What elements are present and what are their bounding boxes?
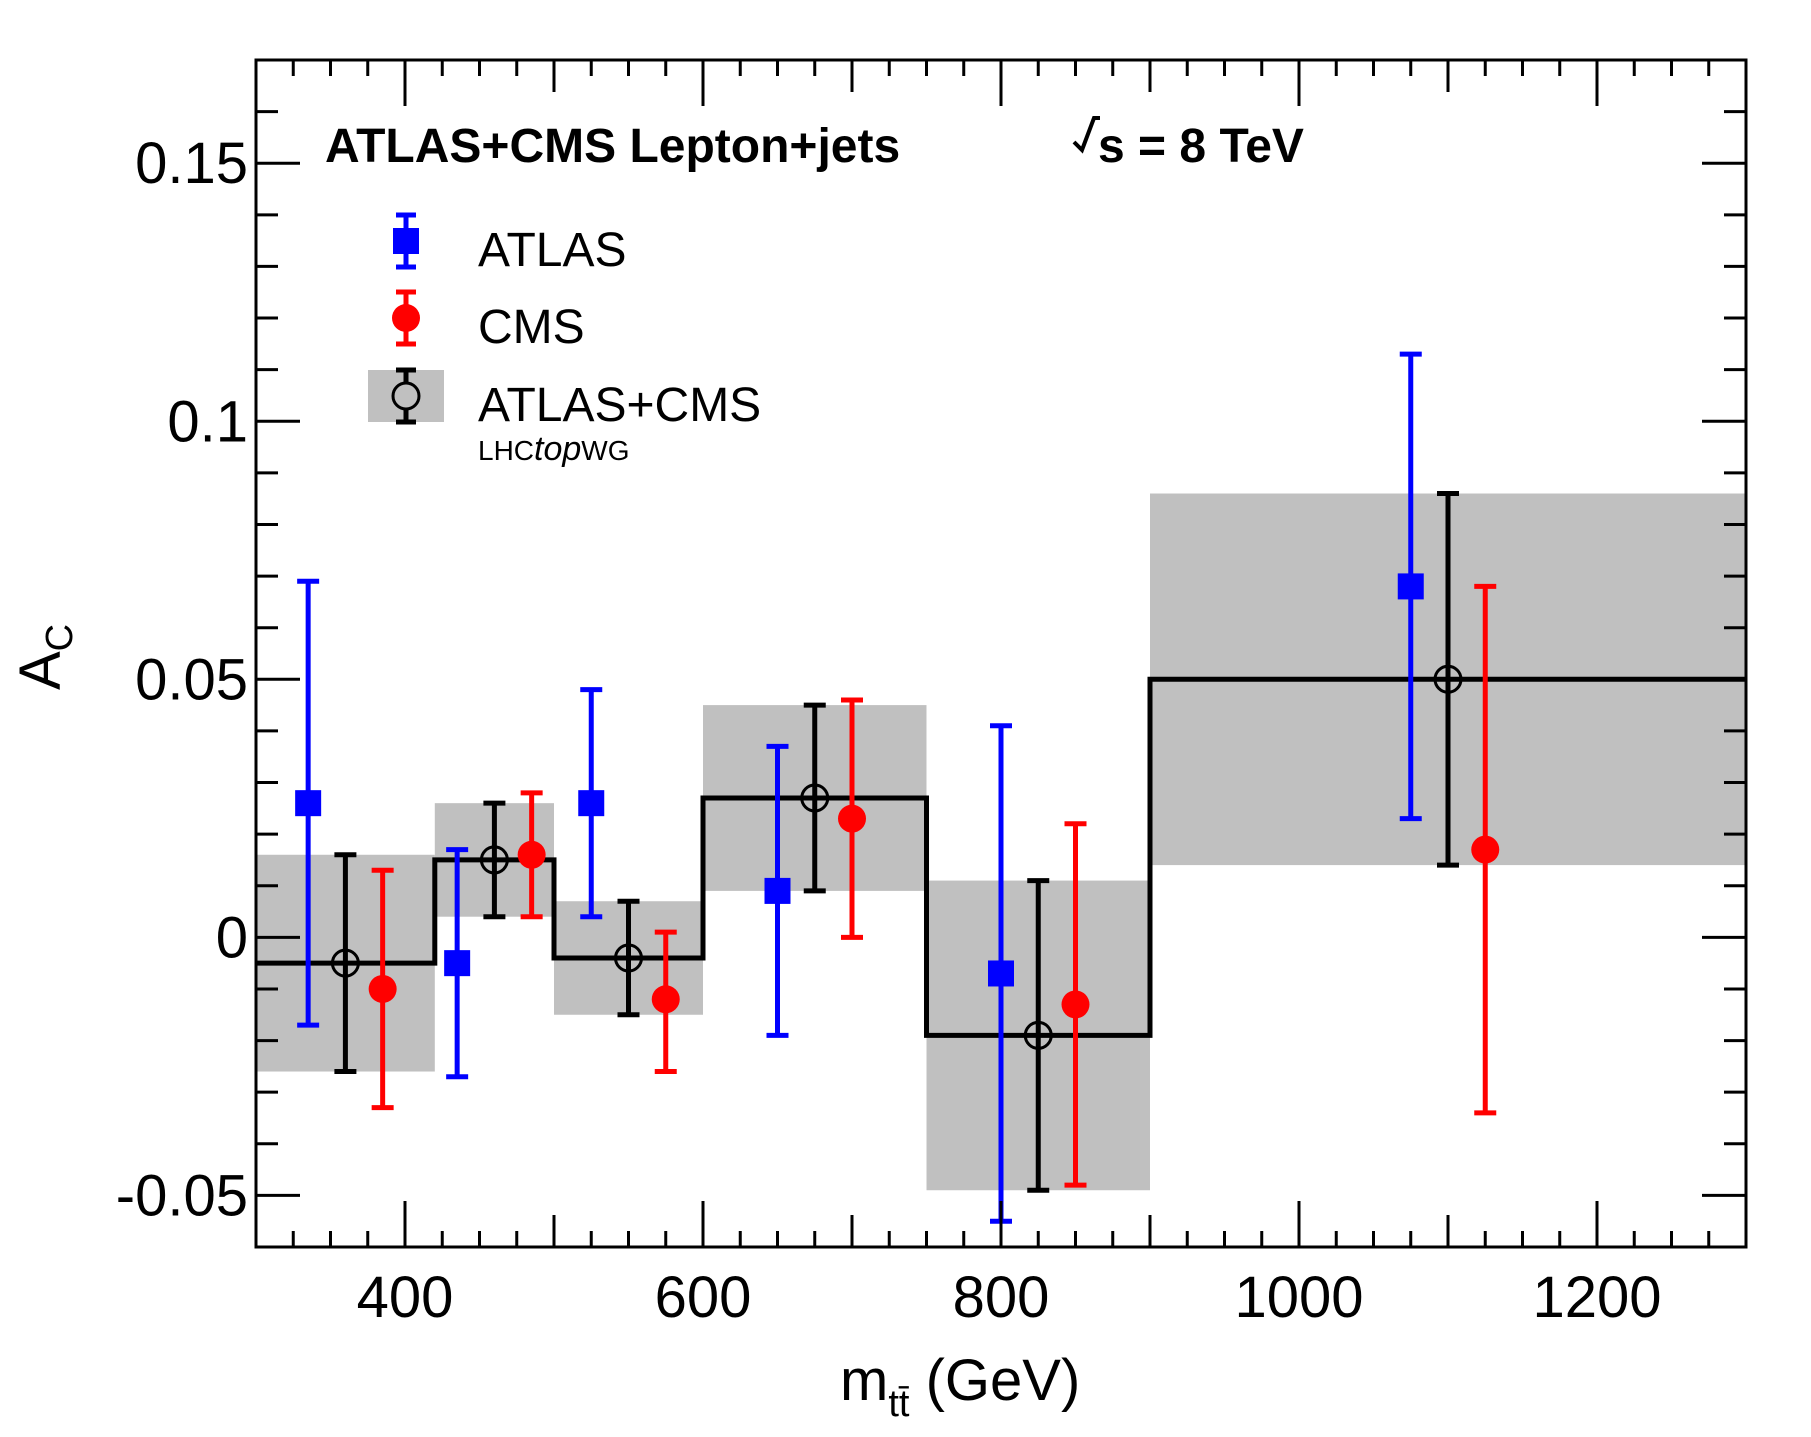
cms-marker-5 <box>1061 990 1090 1019</box>
atlas-marker-1 <box>295 790 322 817</box>
lhctopwg-italic: top <box>534 430 581 468</box>
atlas-marker-3 <box>578 790 605 817</box>
atlas-marker-2 <box>444 950 471 977</box>
legend-label-atlas: ATLAS <box>478 224 627 277</box>
lhctopwg-label: LHCtopWG <box>478 430 630 468</box>
y-axis-title-main: A <box>8 651 73 690</box>
chart-header: ATLAS+CMS Lepton+jets <box>325 120 900 173</box>
atlas-cms-marker-4 <box>800 783 830 813</box>
legend-circle-marker <box>392 304 420 332</box>
y-tick-label--0.05: -0.05 <box>116 1163 248 1228</box>
legend-label-cms: CMS <box>478 301 585 354</box>
legend-label-combined: ATLAS+CMS <box>478 379 761 432</box>
legend: ATLAS CMS ATLAS+CMS LHCtopWG <box>368 212 761 468</box>
atlas-cms-point-4 <box>800 702 830 894</box>
atlas-point-5 <box>988 723 1014 1224</box>
energy-label: s = 8 TeV <box>1072 116 1304 173</box>
x-tick-label-800: 800 <box>953 1265 1050 1330</box>
lhctopwg-suffix: WG <box>581 435 629 466</box>
cms-point-1 <box>368 867 397 1111</box>
x-tick-label-1200: 1200 <box>1532 1265 1661 1330</box>
x-axis-title-sub: tt̄ <box>888 1383 910 1425</box>
cms-point-4 <box>838 697 866 940</box>
combined-step-line <box>256 676 1746 1038</box>
x-tick-label-600: 600 <box>655 1265 752 1330</box>
cms-marker-4 <box>838 804 866 833</box>
y-axis-title: AC <box>8 624 81 690</box>
x-axis-title-main: m <box>840 1348 888 1413</box>
atlas-point-3 <box>578 687 605 920</box>
atlas-cms-marker-5 <box>1023 1020 1053 1050</box>
cms-marker-3 <box>651 985 680 1014</box>
atlas-cms-marker-2 <box>479 845 509 875</box>
legend-entry-combined: ATLAS+CMS LHCtopWG <box>368 367 761 468</box>
x-tick-label-400: 400 <box>357 1265 454 1330</box>
cms-marker-2 <box>517 840 546 869</box>
cms-point-2 <box>517 790 546 920</box>
atlas-cms-point-6 <box>1433 491 1463 868</box>
y-tick-label-0: 0 <box>216 905 248 970</box>
cms-marker-6 <box>1471 835 1500 864</box>
atlas-cms-point-3 <box>614 898 643 1018</box>
cms-point-6 <box>1471 583 1500 1116</box>
atlas-cms-point-2 <box>479 800 509 920</box>
legend-entry-cms: CMS <box>392 289 585 354</box>
experiment-label: ATLAS+CMS Lepton+jets <box>325 120 900 173</box>
atlas-cms-marker-3 <box>614 943 643 973</box>
atlas-point-2 <box>444 847 471 1080</box>
energy-value: = 8 TeV <box>1125 120 1304 173</box>
atlas-marker-5 <box>988 960 1014 987</box>
energy-symbol: s <box>1098 120 1125 173</box>
atlas-point-6 <box>1397 351 1424 822</box>
combined-step-histogram <box>256 676 1746 1038</box>
atlas-marker-6 <box>1397 573 1424 600</box>
atlas-cms-marker-6 <box>1433 664 1463 694</box>
data-points <box>295 351 1500 1224</box>
cms-marker-1 <box>368 974 397 1003</box>
y-tick-label-0.15: 0.15 <box>135 131 248 196</box>
x-tick-label-1000: 1000 <box>1234 1265 1363 1330</box>
atlas-point-4 <box>764 743 791 1038</box>
y-tick-label-0.1: 0.1 <box>167 389 248 454</box>
axis-ticks <box>254 58 1748 1249</box>
legend-open-circle-marker <box>391 381 421 411</box>
atlas-marker-4 <box>764 877 791 904</box>
sqrt-symbol <box>1072 116 1100 154</box>
lhctopwg-prefix: LHC <box>478 435 534 466</box>
legend-square-marker <box>393 228 419 254</box>
axis-tick-labels: 400 600 800 1000 1200 -0.05 0 0.05 0.1 0.15 <box>116 131 1662 1330</box>
atlas-cms-point-5 <box>1023 878 1053 1193</box>
atlas-point-1 <box>295 578 322 1028</box>
x-axis-title: mtt̄ (GeV) <box>840 1348 1080 1425</box>
legend-entry-atlas: ATLAS <box>393 212 627 277</box>
x-axis-title-unit: (GeV) <box>909 1348 1080 1413</box>
cms-point-5 <box>1061 821 1090 1188</box>
y-tick-label-0.05: 0.05 <box>135 647 248 712</box>
y-axis-title-sub: C <box>39 624 81 651</box>
atlas-cms-point-1 <box>330 852 360 1075</box>
svg-text:s = 8 TeV: s = 8 TeV <box>1098 120 1304 173</box>
atlas-cms-marker-1 <box>330 948 360 978</box>
cms-point-3 <box>651 929 680 1075</box>
